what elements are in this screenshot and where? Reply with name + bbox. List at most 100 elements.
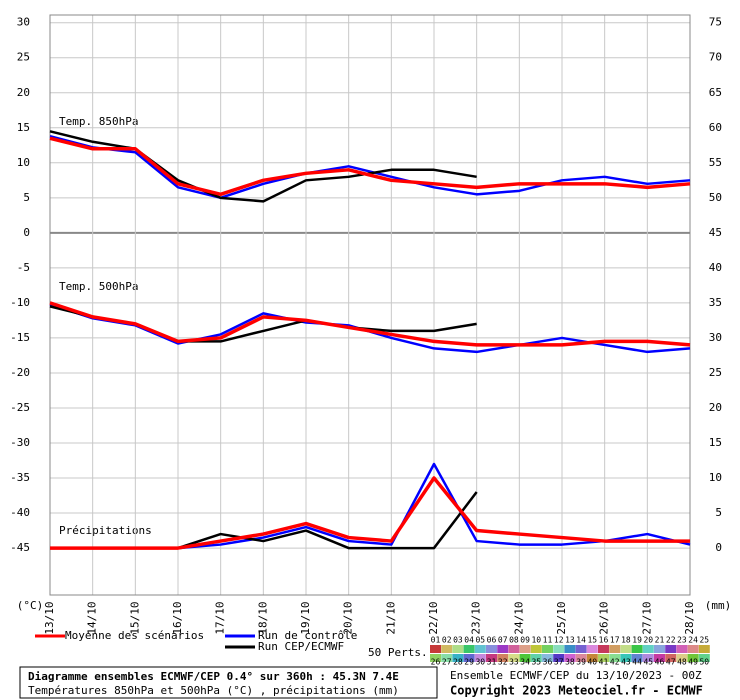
y2-tick-label: 75 — [709, 16, 722, 29]
pert-swatch — [441, 654, 453, 662]
y2-tick-label: 40 — [709, 261, 722, 274]
pert-label: 18 — [621, 636, 631, 645]
y-tick-label: 20 — [17, 86, 30, 99]
pert-swatch — [452, 654, 464, 662]
y-tick-label: 10 — [17, 156, 30, 169]
x-tick-label: 22/10 — [427, 601, 440, 634]
pert-label: 25 — [699, 636, 709, 645]
footer-title: Diagramme ensembles ECMWF/CEP 0.4° sur 3… — [28, 670, 399, 683]
y-tick-label: -10 — [10, 296, 30, 309]
pert-swatch — [609, 654, 621, 662]
x-tick-label: 16/10 — [171, 601, 184, 634]
x-tick-label: 26/10 — [598, 601, 611, 634]
pert-label: 24 — [688, 636, 698, 645]
series-line — [50, 476, 690, 550]
y-tick-label: -20 — [10, 366, 30, 379]
y-tick-label: 0 — [23, 226, 30, 239]
y-tick-label: 15 — [17, 121, 30, 134]
pert-label: 31 — [487, 658, 497, 667]
pert-swatch — [564, 645, 576, 653]
right-unit: (mm) — [705, 599, 732, 612]
series-line — [49, 134, 691, 200]
pert-swatch — [575, 645, 587, 653]
pert-label: 22 — [666, 636, 676, 645]
pert-swatch — [631, 654, 643, 662]
pert-label: 49 — [688, 658, 698, 667]
y2-tick-label: 50 — [709, 191, 722, 204]
pert-swatch — [553, 654, 565, 662]
pert-label: 46 — [655, 658, 665, 667]
y2-tick-label: 60 — [709, 121, 722, 134]
x-tick-label: 15/10 — [128, 601, 141, 634]
pert-swatch — [463, 654, 475, 662]
pert-label: 01 — [431, 636, 441, 645]
y-tick-label: 25 — [17, 51, 30, 64]
panel-label: Précipitations — [59, 524, 152, 537]
pert-label: 14 — [576, 636, 586, 645]
pert-swatch — [519, 654, 531, 662]
pert-label: 10 — [531, 636, 541, 645]
pert-label: 17 — [610, 636, 620, 645]
pert-swatch — [687, 645, 699, 653]
y-tick-label: 30 — [17, 16, 30, 29]
pert-label: 23 — [677, 636, 687, 645]
run-info: Ensemble ECMWF/CEP du 13/10/2023 - 00Z — [450, 669, 702, 682]
pert-swatch — [486, 654, 497, 662]
pert-swatch — [508, 654, 520, 662]
x-tick-label: 27/10 — [640, 601, 653, 634]
pert-label: 44 — [632, 658, 642, 667]
pert-label: 11 — [543, 636, 553, 645]
pert-label: 13 — [565, 636, 575, 645]
pert-label: 39 — [576, 658, 586, 667]
pert-swatch — [698, 645, 710, 653]
pert-label: 45 — [643, 658, 653, 667]
x-tick-label: 20/10 — [342, 601, 355, 634]
footer-box — [19, 666, 438, 699]
pert-swatch — [620, 645, 632, 653]
pert-label: 04 — [464, 636, 474, 645]
x-tick-label: 28/10 — [683, 601, 696, 634]
pert-swatch — [654, 654, 665, 662]
pert-label: 33 — [509, 658, 519, 667]
pert-label: 35 — [531, 658, 541, 667]
pert-swatch — [564, 654, 576, 662]
y2-tick-label: 30 — [709, 331, 722, 344]
pert-label: 32 — [498, 658, 508, 667]
pert-swatch — [486, 645, 497, 653]
pert-label: 50 — [699, 658, 709, 667]
y2-tick-label: 20 — [709, 401, 722, 414]
pert-label: 08 — [509, 636, 519, 645]
pert-label: 20 — [643, 636, 653, 645]
copyright: Copyright 2023 Meteociel.fr - ECMWF — [450, 684, 703, 698]
pert-swatch — [642, 645, 654, 653]
pert-swatch — [530, 654, 542, 662]
pert-swatch — [430, 645, 441, 653]
pert-swatch — [575, 654, 587, 662]
pert-swatch — [441, 645, 453, 653]
pert-label: 02 — [442, 636, 452, 645]
pert-label: 03 — [453, 636, 463, 645]
pert-label: 40 — [587, 658, 597, 667]
pert-label: 16 — [599, 636, 609, 645]
pert-label: 41 — [599, 658, 609, 667]
x-tick-label: 25/10 — [555, 601, 568, 634]
pert-label: 36 — [543, 658, 553, 667]
pert-swatch — [598, 654, 609, 662]
y-tick-label: -40 — [10, 506, 30, 519]
pert-label: 21 — [655, 636, 665, 645]
pert-swatch — [665, 654, 677, 662]
pert-swatch — [687, 654, 699, 662]
pert-swatch — [553, 645, 565, 653]
x-tick-label: 21/10 — [384, 601, 397, 634]
pert-swatch — [665, 645, 677, 653]
y2-tick-label: 15 — [709, 436, 722, 449]
x-tick-label: 19/10 — [299, 601, 312, 634]
y2-tick-label: 45 — [709, 226, 722, 239]
pert-label: 15 — [587, 636, 597, 645]
legend-count: 50 Perts. — [368, 646, 428, 659]
footer-subtitle: Températures 850hPa et 500hPa (°C) , pré… — [28, 684, 399, 697]
pert-swatch — [642, 654, 654, 662]
pert-swatch — [452, 645, 464, 653]
legend-label: Run de contrôle — [258, 629, 357, 642]
